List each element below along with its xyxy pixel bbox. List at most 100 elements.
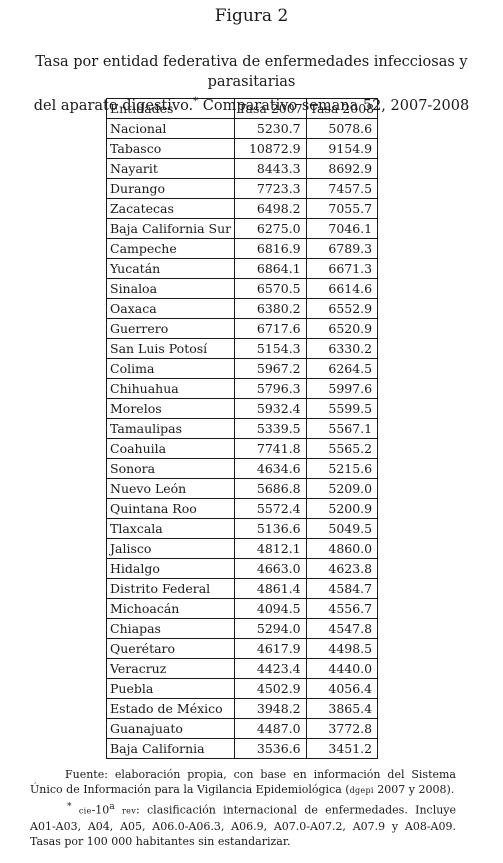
table-row: Veracruz 4423.4 4440.0 xyxy=(105,658,379,679)
table-notes: Fuente: elaboración propia, con base en … xyxy=(30,767,456,849)
table-row: Colima 5967.2 6264.5 xyxy=(105,358,379,379)
footnote: * cie-10a rev: clasificación internacion… xyxy=(30,799,456,850)
footnote-rev: rev xyxy=(122,806,137,816)
source-note: Fuente: elaboración propia, con base en … xyxy=(30,767,456,799)
table-row: Chihuahua 5796.3 5997.6 xyxy=(105,378,379,399)
cell-entidad: Distrito Federal xyxy=(105,578,236,599)
cell-tasa-2008: 3451.2 xyxy=(305,738,379,759)
cell-tasa-2008: 6330.2 xyxy=(305,338,379,359)
cell-tasa-2008: 7055.7 xyxy=(305,198,379,219)
table-row: Nacional 5230.7 5078.6 xyxy=(105,118,379,139)
cell-tasa-2007: 4487.0 xyxy=(234,718,307,739)
cell-tasa-2008: 4556.7 xyxy=(305,598,379,619)
table-row: Quintana Roo 5572.4 5200.9 xyxy=(105,498,379,519)
table-row: Guanajuato 4487.0 3772.8 xyxy=(105,718,379,739)
figure-label: Figura 2 xyxy=(214,6,289,26)
cell-entidad: Coahuila xyxy=(105,438,236,459)
table-row: Morelos 5932.4 5599.5 xyxy=(105,398,379,419)
cell-tasa-2007: 6275.0 xyxy=(234,218,307,239)
cell-tasa-2007: 7741.8 xyxy=(234,438,307,459)
cell-tasa-2007: 6864.1 xyxy=(234,258,307,279)
cell-tasa-2008: 5567.1 xyxy=(305,418,379,439)
cell-tasa-2008: 5209.0 xyxy=(305,478,379,499)
cell-tasa-2008: 3865.4 xyxy=(305,698,379,719)
cell-tasa-2007: 5572.4 xyxy=(234,498,307,519)
table-row: Baja California Sur 6275.0 7046.1 xyxy=(105,218,379,239)
cell-tasa-2008: 4860.0 xyxy=(305,538,379,559)
cell-entidad: Guerrero xyxy=(105,318,236,339)
cell-tasa-2008: 8692.9 xyxy=(305,158,379,179)
cell-entidad: Guanajuato xyxy=(105,718,236,739)
cell-entidad: Nuevo León xyxy=(105,478,236,499)
cell-tasa-2008: 5599.5 xyxy=(305,398,379,419)
table-row: Guerrero 6717.6 6520.9 xyxy=(105,318,379,339)
cell-tasa-2007: 5154.3 xyxy=(234,338,307,359)
cell-entidad: Hidalgo xyxy=(105,558,236,579)
cell-entidad: Puebla xyxy=(105,678,236,699)
cell-tasa-2008: 7046.1 xyxy=(305,218,379,239)
table-row: Chiapas 5294.0 4547.8 xyxy=(105,618,379,639)
column-header-tasa-2008: Tasa 2008 xyxy=(305,98,379,119)
cell-entidad: Baja California xyxy=(105,738,236,759)
cell-entidad: Nayarit xyxy=(105,158,236,179)
cell-tasa-2007: 8443.3 xyxy=(234,158,307,179)
caption-line-1: Tasa por entidad federativa de enfermeda… xyxy=(35,54,468,90)
table-row: Sinaloa 6570.5 6614.6 xyxy=(105,278,379,299)
cell-tasa-2008: 6264.5 xyxy=(305,358,379,379)
footnote-cie-sup: a xyxy=(109,800,115,812)
table-body: Nacional 5230.7 5078.6 Tabasco 10872.9 9154.9… xyxy=(105,118,379,759)
cell-tasa-2007: 5796.3 xyxy=(234,378,307,399)
cell-entidad: Baja California Sur xyxy=(105,218,236,239)
cell-tasa-2007: 4861.4 xyxy=(234,578,307,599)
table-row: Yucatán 6864.1 6671.3 xyxy=(105,258,379,279)
cell-entidad: Yucatán xyxy=(105,258,236,279)
cell-tasa-2008: 5215.6 xyxy=(305,458,379,479)
column-header-entidades: Entidades xyxy=(105,98,236,119)
cell-tasa-2008: 6671.3 xyxy=(305,258,379,279)
cell-entidad: Chiapas xyxy=(105,618,236,639)
table-row: Campeche 6816.9 6789.3 xyxy=(105,238,379,259)
cell-tasa-2007: 6816.9 xyxy=(234,238,307,259)
cell-entidad: Colima xyxy=(105,358,236,379)
cell-tasa-2008: 5565.2 xyxy=(305,438,379,459)
table-row: Baja California 3536.6 3451.2 xyxy=(105,738,379,759)
footnote-cie-mid: -10 xyxy=(91,803,110,817)
cell-tasa-2008: 6520.9 xyxy=(305,318,379,339)
table-row: Michoacán 4094.5 4556.7 xyxy=(105,598,379,619)
cell-entidad: Zacatecas xyxy=(105,198,236,219)
cell-entidad: Durango xyxy=(105,178,236,199)
cell-tasa-2007: 4634.6 xyxy=(234,458,307,479)
table-row: Querétaro 4617.9 4498.5 xyxy=(105,638,379,659)
table-row: Oaxaca 6380.2 6552.9 xyxy=(105,298,379,319)
cell-tasa-2008: 5049.5 xyxy=(305,518,379,539)
cell-tasa-2007: 6717.6 xyxy=(234,318,307,339)
footnote-text: : clasificación internacional de enferme… xyxy=(30,803,457,848)
table-row: Hidalgo 4663.0 4623.8 xyxy=(105,558,379,579)
table-row: Nayarit 8443.3 8692.9 xyxy=(105,158,379,179)
cell-tasa-2007: 5932.4 xyxy=(234,398,307,419)
cell-entidad: Tlaxcala xyxy=(105,518,236,539)
cell-tasa-2008: 5997.6 xyxy=(305,378,379,399)
cell-entidad: Quintana Roo xyxy=(105,498,236,519)
cell-tasa-2007: 3948.2 xyxy=(234,698,307,719)
cell-tasa-2007: 6498.2 xyxy=(234,198,307,219)
cell-entidad: Tamaulipas xyxy=(105,418,236,439)
cell-tasa-2007: 3536.6 xyxy=(234,738,307,759)
table-row: Nuevo León 5686.8 5209.0 xyxy=(105,478,379,499)
cell-tasa-2007: 4812.1 xyxy=(234,538,307,559)
source-note-text-a: Fuente: elaboración propia, con base en … xyxy=(30,768,456,797)
cell-tasa-2007: 5230.7 xyxy=(234,118,307,139)
cell-entidad: Tabasco xyxy=(105,138,236,159)
cell-tasa-2008: 6614.6 xyxy=(305,278,379,299)
cell-tasa-2007: 6570.5 xyxy=(234,278,307,299)
source-note-acronym: dgepi xyxy=(349,786,374,796)
cell-tasa-2008: 4440.0 xyxy=(305,658,379,679)
cell-tasa-2007: 5339.5 xyxy=(234,418,307,439)
table-row: Jalisco 4812.1 4860.0 xyxy=(105,538,379,559)
cell-tasa-2007: 5294.0 xyxy=(234,618,307,639)
cell-tasa-2008: 4547.8 xyxy=(305,618,379,639)
data-table: Entidades Tasa 2007 Tasa 2008 Nacional 52… xyxy=(105,98,379,759)
table-row: Zacatecas 6498.2 7055.7 xyxy=(105,198,379,219)
cell-tasa-2008: 4623.8 xyxy=(305,558,379,579)
source-note-text-b: 2007 y 2008). xyxy=(373,783,455,797)
